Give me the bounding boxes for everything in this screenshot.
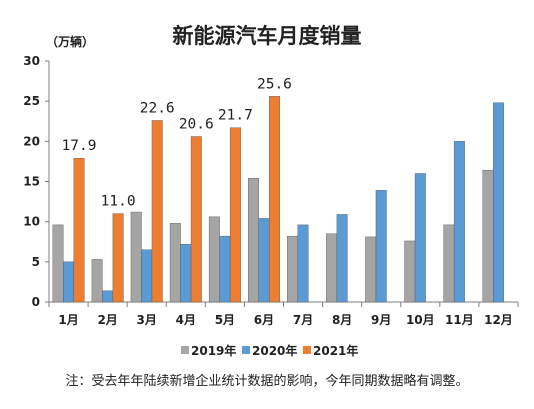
x-tick-label: 9月 (371, 313, 391, 327)
axes: 0 5 10 15 20 25 30 1月 2月 3月 4月 5月 6月 7月 8月 9月 10月 11月 12月 (23, 54, 519, 327)
x-tick-label: 7月 (293, 313, 313, 327)
data-label: 17.9 (62, 138, 97, 154)
x-tick-label: 1月 (58, 313, 78, 327)
bar-2021年-3月 (151, 120, 163, 303)
x-tick-label: 12月 (484, 313, 513, 327)
bar-2019年-1月 (52, 224, 64, 303)
bar-2020年-2月 (102, 290, 114, 303)
bar-2019年-6月 (248, 178, 259, 303)
data-label: 21.7 (218, 108, 253, 124)
y-tick-label: 15 (23, 175, 40, 189)
y-tick-label: 25 (23, 94, 40, 108)
bar-2021年-6月 (269, 96, 280, 303)
bar-2020年-4月 (180, 243, 192, 303)
bar-2020年-5月 (219, 235, 231, 303)
bar-2020年-10月 (414, 173, 426, 303)
bar-2020年-1月 (63, 261, 74, 303)
bar-2019年-7月 (287, 235, 298, 303)
legend-swatch (242, 346, 250, 354)
legend-label: 2019年 (191, 343, 236, 358)
x-tick-label: 3月 (137, 313, 157, 327)
bar-2020年-8月 (336, 214, 348, 303)
data-label: 11.0 (101, 194, 136, 210)
x-tick-label: 8月 (332, 313, 352, 327)
bar-2019年-9月 (365, 236, 377, 303)
x-tick-label: 6月 (254, 313, 274, 327)
data-label: 20.6 (179, 117, 214, 133)
bar-2020年-11月 (453, 141, 465, 303)
bar-2021年-2月 (112, 213, 124, 303)
bar-2020年-12月 (493, 102, 504, 303)
bar-2019年-10月 (404, 240, 416, 303)
legend: 2019年 2020年 2021年 (181, 343, 358, 358)
bar-2019年-2月 (91, 259, 103, 303)
bar-2019年-8月 (326, 233, 338, 303)
bar-2019年-12月 (482, 170, 494, 303)
x-tick-label: 4月 (176, 313, 196, 327)
chart-title: 新能源汽车月度销量 (173, 23, 362, 48)
bars (52, 96, 504, 303)
bar-2019年-11月 (443, 224, 455, 303)
y-tick-label: 30 (23, 54, 40, 68)
bar-2019年-3月 (130, 211, 142, 303)
legend-swatch (303, 346, 311, 354)
bar-2021年-5月 (229, 127, 241, 303)
bar-2021年-4月 (190, 136, 202, 303)
y-tick-label: 5 (32, 255, 40, 269)
bar-2019年-4月 (169, 223, 181, 303)
data-labels: 17.9 11.0 22.620.621.725.6 (62, 76, 292, 209)
legend-swatch (181, 346, 189, 354)
x-tick-label: 11月 (445, 313, 474, 327)
bar-2019年-5月 (208, 216, 220, 303)
x-tick-label: 10月 (406, 313, 435, 327)
bar-2020年-7月 (297, 224, 309, 303)
y-tick-label: 20 (23, 134, 40, 148)
y-tick-label: 10 (23, 215, 40, 229)
legend-label: 2021年 (313, 343, 358, 358)
x-tick-label: 2月 (97, 313, 117, 327)
y-tick-label: 0 (32, 295, 40, 309)
x-tick-label: 5月 (215, 313, 235, 327)
data-label: 25.6 (257, 76, 292, 92)
bar-2021年-1月 (73, 157, 85, 303)
data-label: 22.6 (140, 100, 175, 116)
legend-label: 2020年 (252, 343, 297, 358)
bar-2020年-6月 (258, 218, 270, 303)
bar-2020年-3月 (141, 249, 153, 303)
footnote: 注：受去年年陆续新增企业统计数据的影响，今年同期数据略有调整。 (65, 373, 468, 389)
bar-2020年-9月 (375, 190, 387, 303)
unit-label: （万辆） (46, 34, 94, 49)
